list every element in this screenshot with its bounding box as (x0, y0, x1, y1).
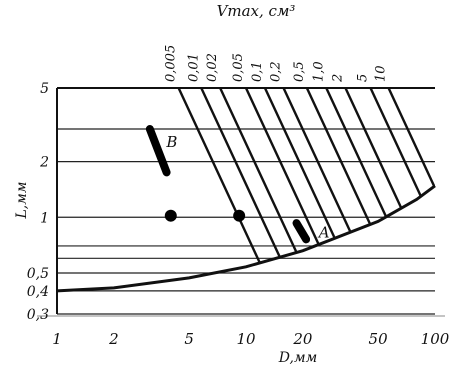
volume-line (387, 88, 435, 187)
volume-line (305, 88, 372, 225)
volume-line (263, 88, 336, 239)
volume-line (282, 88, 352, 233)
markers (145, 125, 311, 244)
y-tick-label: 0,3 (27, 307, 49, 323)
volume-line-label: 10 (374, 65, 389, 82)
x-tick-label: 2 (108, 330, 119, 348)
volume-line-label: 0,2 (269, 61, 284, 82)
volume-line-label: 0,005 (164, 45, 179, 82)
x-axis-label: D,мм (278, 350, 317, 365)
volume-line (200, 88, 281, 258)
segment-a (292, 219, 311, 244)
grid (37, 87, 445, 317)
volume-line-label: 0,5 (292, 61, 307, 82)
volume-line-label: 0,01 (186, 53, 201, 82)
volume-line (325, 88, 388, 218)
y-tick-label: 2 (39, 155, 49, 171)
volume-line-label: 5 (356, 74, 371, 82)
boundary-curve-group (56, 184, 436, 293)
volume-line (344, 88, 403, 209)
x-tick-label: 50 (369, 330, 389, 348)
x-tick-label: 100 (421, 330, 449, 348)
volume-line-label: 0,1 (250, 61, 265, 82)
volume-line-label: 2 (330, 74, 345, 83)
volume-line (177, 88, 261, 264)
segment-label: B (165, 133, 177, 151)
x-tick-label: 20 (292, 330, 313, 348)
chart-title: Vmax, см³ (217, 2, 296, 20)
volume-line (219, 88, 298, 253)
y-tick-label: 0,5 (27, 266, 49, 282)
volume-line-label: 1,0 (311, 61, 326, 82)
boundary-curve (56, 184, 436, 293)
x-tick-label: 10 (236, 330, 256, 348)
volume-line (244, 88, 320, 246)
data-point (233, 209, 246, 222)
y-tick-label: 0,4 (27, 284, 49, 300)
volume-lines (177, 88, 435, 264)
x-tick-label: 1 (52, 330, 62, 348)
y-axis-label: L,мм (14, 182, 30, 220)
volume-line-label: 0,05 (231, 53, 246, 82)
segment-label: A (317, 223, 330, 241)
volume-line (369, 88, 422, 197)
y-tick-label: 1 (40, 210, 49, 226)
volume-line-label: 0,02 (205, 53, 220, 82)
x-tick-label: 5 (184, 330, 194, 348)
y-tick-label: 5 (40, 81, 49, 97)
segment-b (145, 125, 171, 177)
data-point (164, 209, 177, 222)
